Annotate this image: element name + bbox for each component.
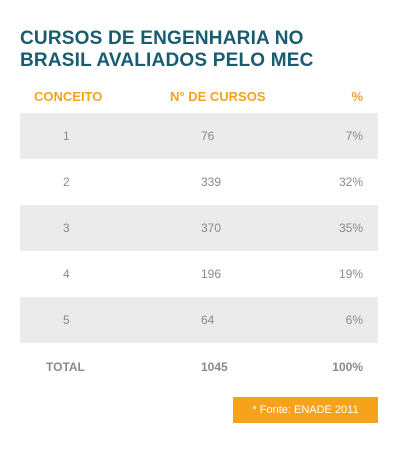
cell-cursos: 196 [201, 267, 222, 281]
cell-percent: 7% [345, 129, 363, 143]
table-header: CONCEITO N° DE CURSOS % [20, 89, 378, 113]
table-row: 5 64 6% [20, 297, 378, 343]
header-num-cursos: N° DE CURSOS [170, 89, 266, 104]
source-badge: * Fonte: ENADE 2011 [233, 397, 378, 423]
courses-table: CONCEITO N° DE CURSOS % 1 76 7% 2 339 32… [20, 89, 378, 387]
cell-conceito: 4 [63, 267, 70, 281]
table-row: 1 76 7% [20, 113, 378, 159]
cell-conceito: 1 [63, 129, 70, 143]
table-row: 3 370 35% [20, 205, 378, 251]
title-line-2: BRASIL AVALIADOS PELO MEC [20, 50, 314, 71]
header-percent: % [351, 89, 363, 104]
header-conceito: CONCEITO [34, 89, 103, 104]
cell-percent: 6% [345, 313, 363, 327]
total-cursos: 1045 [201, 360, 228, 374]
title-line-1: CURSOS DE ENGENHARIA NO [20, 28, 304, 49]
cell-percent: 35% [338, 221, 363, 235]
cell-cursos: 339 [201, 175, 222, 189]
cell-percent: 32% [338, 175, 363, 189]
cell-conceito: 5 [63, 313, 70, 327]
cell-cursos: 76 [201, 129, 215, 143]
cell-conceito: 3 [63, 221, 70, 235]
total-row: TOTAL 1045 100% [20, 343, 378, 387]
cell-conceito: 2 [63, 175, 70, 189]
total-label: TOTAL [46, 360, 85, 374]
total-percent: 100% [332, 360, 363, 374]
table-row: 4 196 19% [20, 251, 378, 297]
cell-percent: 19% [338, 267, 363, 281]
table-row: 2 339 32% [20, 159, 378, 205]
cell-cursos: 370 [201, 221, 222, 235]
cell-cursos: 64 [201, 313, 215, 327]
page-title: CURSOS DE ENGENHARIA NO BRASIL AVALIADOS… [20, 28, 390, 72]
